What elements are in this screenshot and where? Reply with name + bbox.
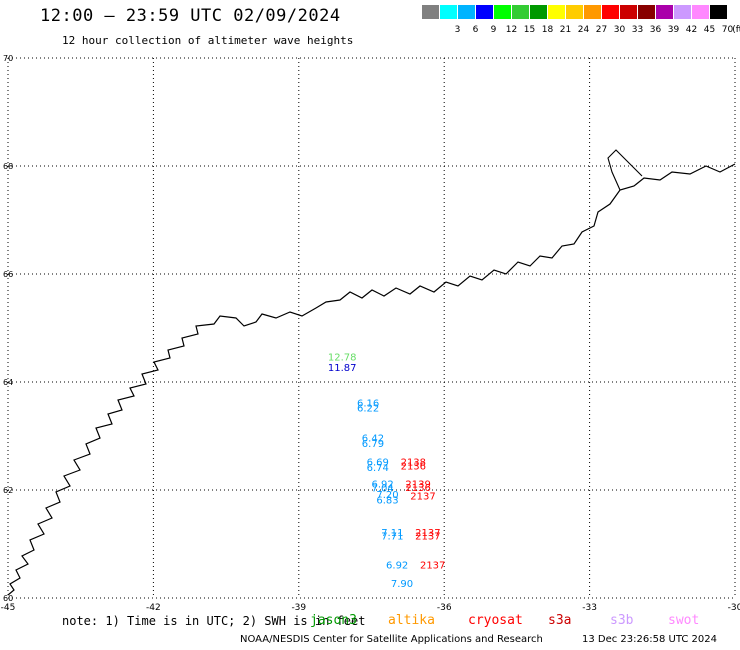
wave-height-label: 6.92 <box>386 560 408 571</box>
wave-height-label: 7.71 <box>381 532 403 543</box>
lat-tick-label: 68 <box>3 162 13 171</box>
lon-tick-label: -45 <box>1 603 16 613</box>
wave-height-label: 2136 <box>401 461 426 472</box>
lon-tick-label: -39 <box>291 603 306 613</box>
lon-tick-label: -30 <box>728 603 740 613</box>
lat-tick-label: 62 <box>3 486 13 495</box>
wave-height-label: 12.78 <box>328 352 357 363</box>
lon-tick-label: -42 <box>146 603 161 613</box>
lon-tick-label: -33 <box>582 603 597 613</box>
wave-height-label: 6.22 <box>357 404 379 415</box>
wave-height-label: 6.74 <box>367 463 389 474</box>
lat-tick-label: 64 <box>3 378 13 387</box>
satellite-label: s3a <box>548 613 571 628</box>
wave-height-label: 7.90 <box>391 579 413 590</box>
lat-tick-label: 66 <box>3 270 13 279</box>
satellite-label: s3b <box>610 613 633 628</box>
lat-tick-label: 60 <box>3 594 13 603</box>
wave-height-label: 2137 <box>415 532 440 543</box>
greenland-coastline <box>8 164 735 595</box>
generated-timestamp: 13 Dec 23:26:58 UTC 2024 <box>582 634 717 645</box>
satellite-label: cryosat <box>468 613 523 628</box>
wave-height-label: 11.87 <box>328 363 357 374</box>
wave-height-label: 6.83 <box>376 496 398 507</box>
lon-tick-label: -36 <box>437 603 452 613</box>
lat-tick-label: 70 <box>3 54 13 63</box>
credit-text: NOAA/NESDIS Center for Satellite Applica… <box>240 634 543 645</box>
satellite-label: altika <box>388 613 435 628</box>
satellite-label: swot <box>668 613 699 628</box>
wave-height-label: 2137 <box>410 492 435 503</box>
wave-height-label: 6.79 <box>362 439 384 450</box>
satellite-label: jason3 <box>310 613 357 628</box>
wave-height-label: 2137 <box>420 560 445 571</box>
